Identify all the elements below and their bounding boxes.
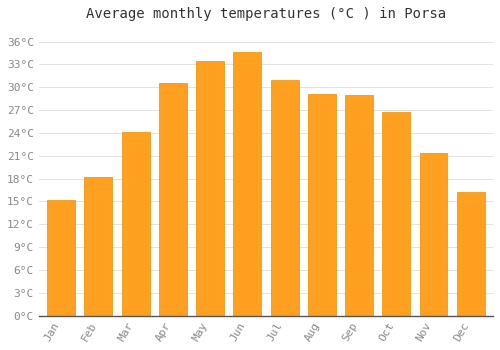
Bar	[420, 153, 448, 316]
Bar	[382, 112, 410, 316]
Bar	[196, 61, 224, 316]
Title: Average monthly temperatures (°C ) in Porsa: Average monthly temperatures (°C ) in Po…	[86, 7, 446, 21]
Bar	[159, 83, 187, 316]
Bar	[308, 94, 336, 316]
Bar	[457, 192, 484, 316]
Bar	[84, 177, 112, 316]
Bar	[270, 80, 298, 316]
Bar	[122, 132, 150, 316]
Bar	[234, 52, 262, 316]
Bar	[47, 200, 75, 316]
Bar	[345, 95, 373, 316]
